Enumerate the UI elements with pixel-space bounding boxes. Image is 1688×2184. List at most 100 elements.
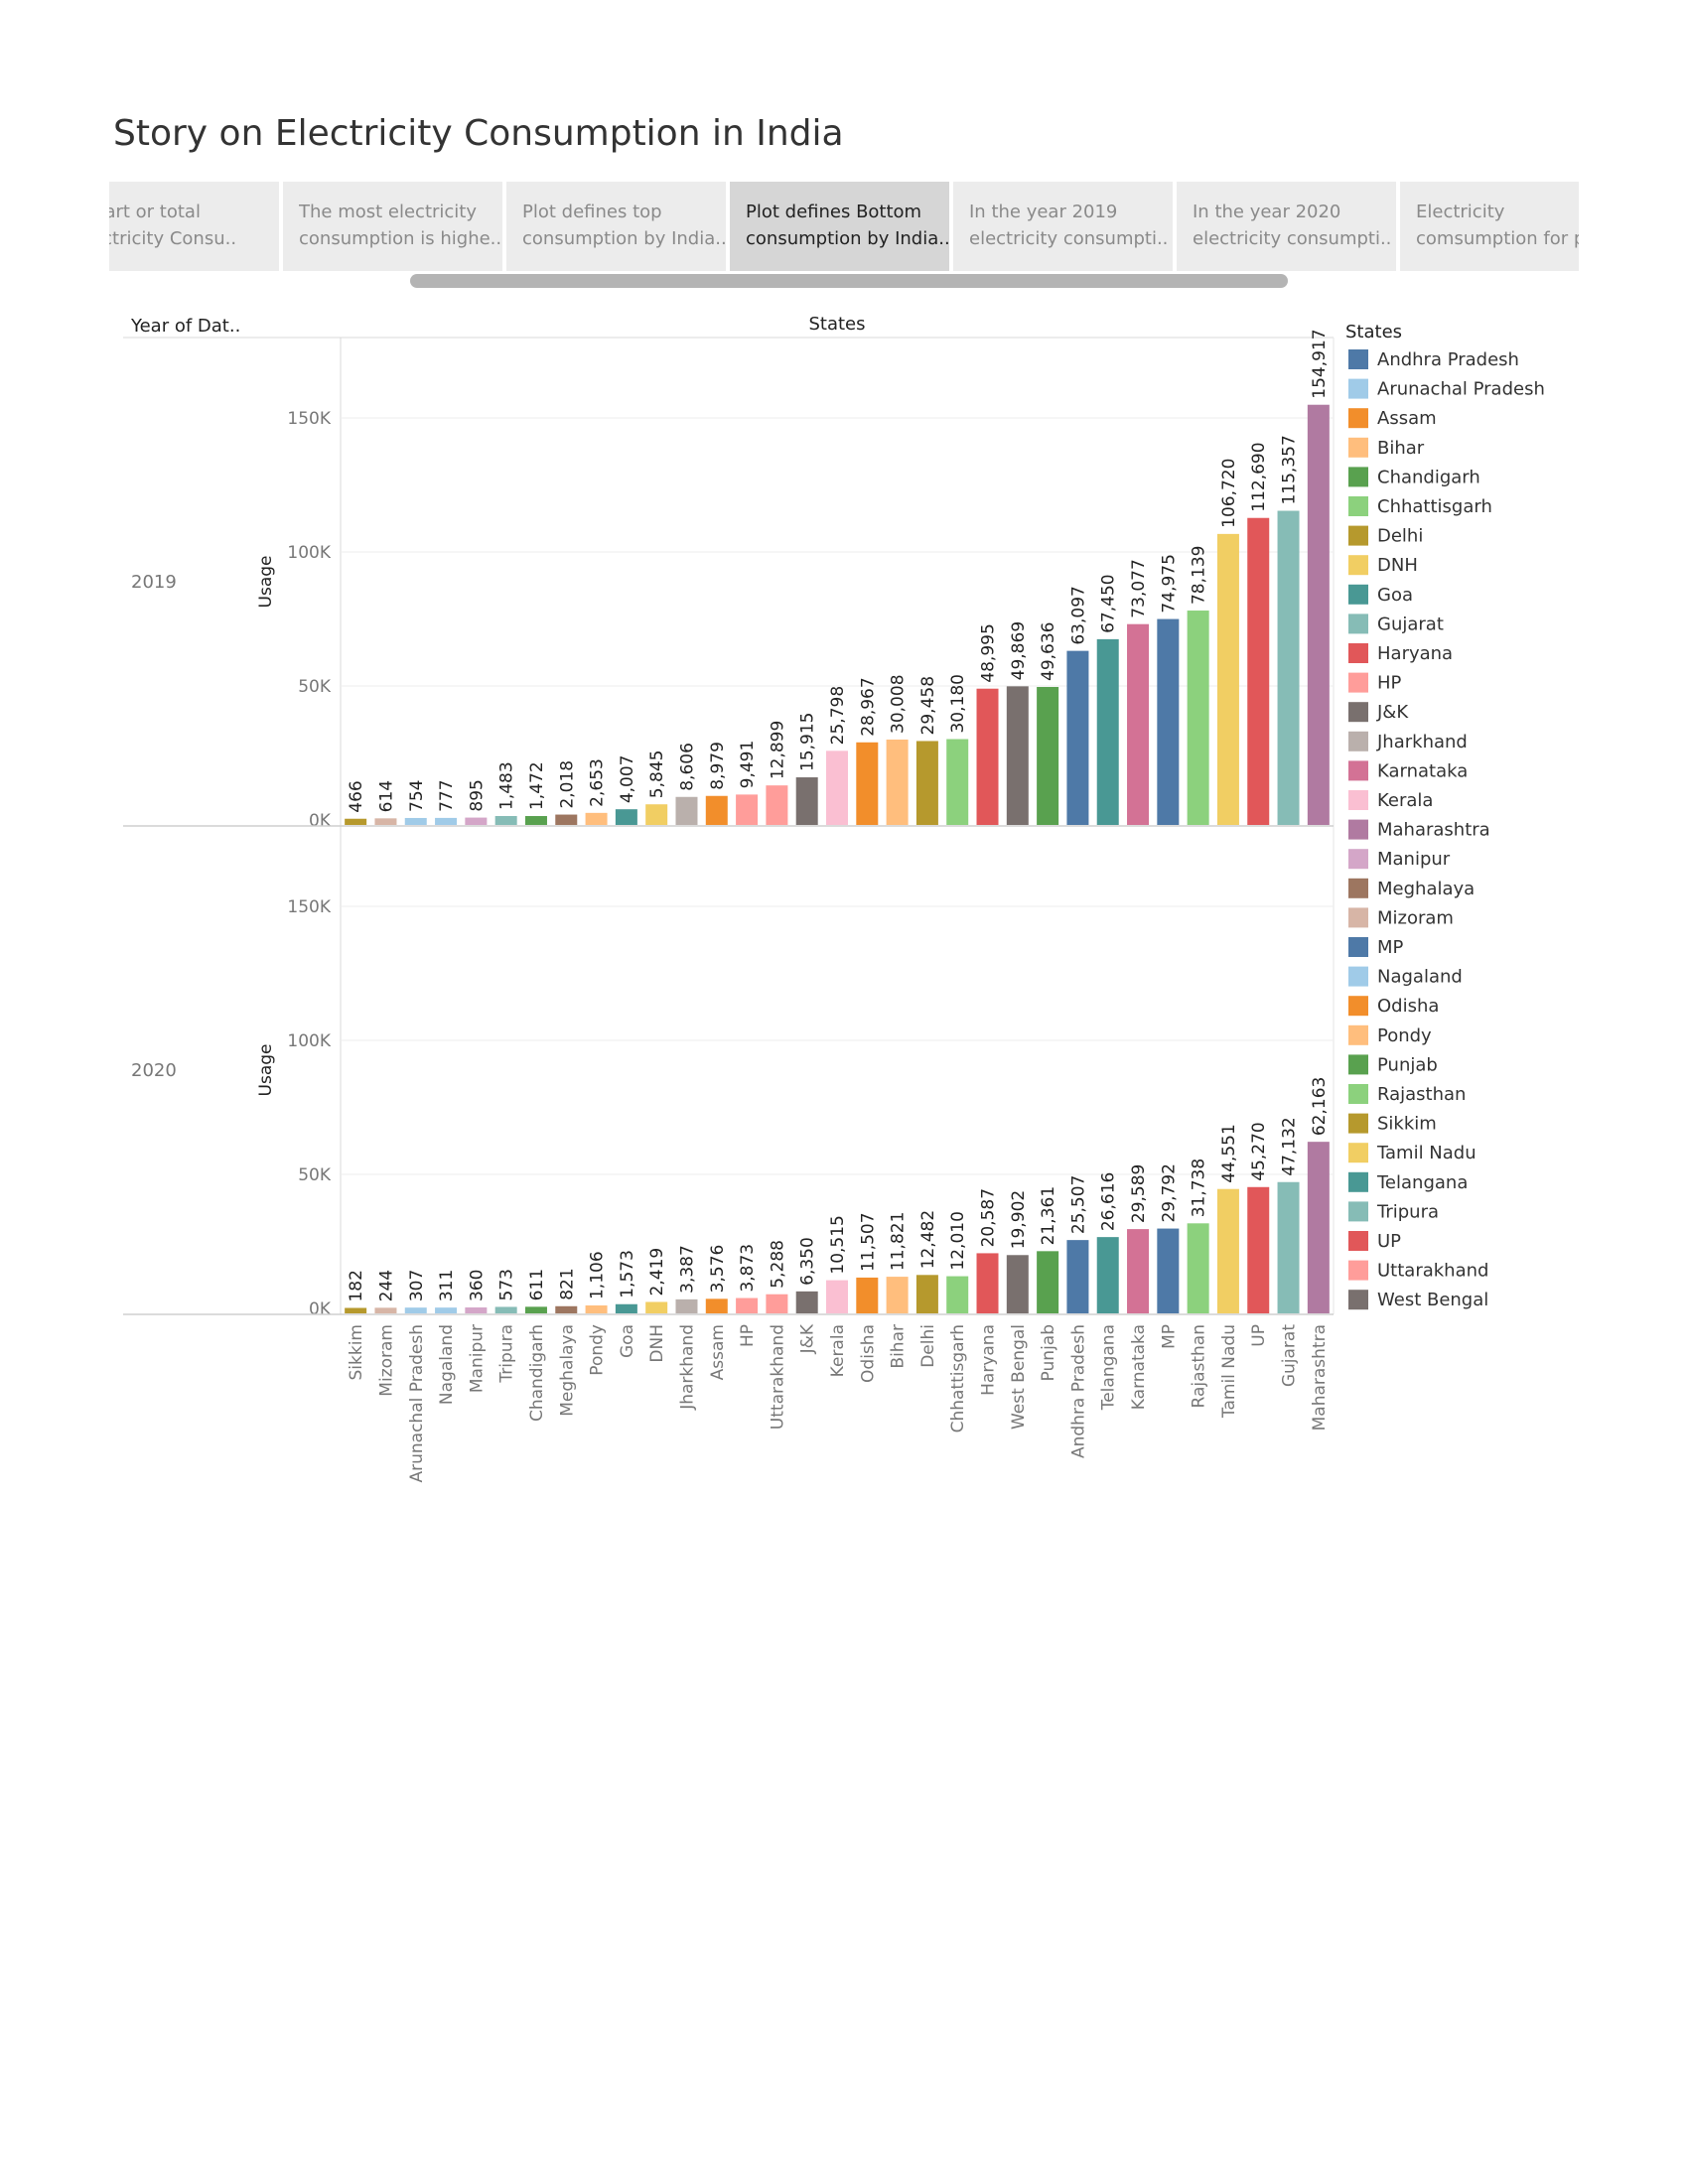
- data-label: 49,869: [1009, 621, 1029, 680]
- bar-2019: [1037, 686, 1059, 825]
- x-tick-label: Mizoram: [376, 1324, 396, 1397]
- legend-item: MP: [1377, 937, 1404, 958]
- data-label: 311: [437, 1270, 457, 1301]
- story-point-caption: Plot defines top: [522, 202, 662, 222]
- bar-2019: [826, 751, 848, 825]
- bar-2020: [1127, 1229, 1150, 1313]
- bar-2020: [1096, 1237, 1119, 1313]
- data-label: 45,270: [1249, 1122, 1269, 1180]
- data-label: 28,967: [858, 677, 878, 736]
- bar-2020: [524, 1306, 547, 1313]
- bar-2020: [1006, 1255, 1029, 1313]
- data-label: 1,106: [588, 1251, 608, 1299]
- x-tick-label: Delhi: [918, 1324, 938, 1368]
- bar-2020: [1247, 1186, 1270, 1313]
- data-label: 29,458: [918, 676, 938, 735]
- bar-2019: [886, 739, 909, 825]
- story-point-3[interactable]: Plot defines top consumption by India..: [506, 182, 726, 271]
- y-tick-label: 100K: [287, 1031, 331, 1051]
- x-tick-label: Maharashtra: [1310, 1324, 1330, 1431]
- bar-2020: [826, 1280, 848, 1313]
- story-point-caption: Plot defines Bottom: [746, 202, 922, 222]
- legend-swatch: [1348, 849, 1368, 870]
- data-label: 895: [467, 779, 487, 811]
- bar-2019: [1277, 510, 1300, 825]
- bar-2019: [946, 739, 969, 825]
- data-label: 6,350: [798, 1237, 818, 1286]
- story-point-4[interactable]: Plot defines Bottom consumption by India.…: [730, 182, 949, 271]
- bar-2020: [494, 1306, 517, 1313]
- legend-item: Nagaland: [1377, 967, 1463, 988]
- story-scrollbar-thumb[interactable]: [410, 274, 1288, 288]
- bar-2019: [435, 817, 458, 825]
- story-point-caption: comsumption for p..: [1416, 228, 1579, 249]
- bar-2020: [1157, 1228, 1180, 1313]
- data-label: 26,616: [1099, 1172, 1119, 1231]
- bar-2019: [494, 815, 517, 825]
- data-label: 62,163: [1310, 1077, 1330, 1136]
- data-label: 115,357: [1280, 435, 1300, 504]
- y-axis-title: Usage: [256, 1044, 276, 1097]
- legend-swatch: [1348, 614, 1368, 634]
- story-scrollbar[interactable]: [410, 274, 1288, 288]
- data-label: 2,419: [647, 1248, 667, 1297]
- bar-2019: [736, 794, 759, 825]
- legend-item: Chandigarh: [1377, 467, 1480, 487]
- story-point-caption: In the year 2020: [1193, 202, 1341, 222]
- legend-item: Punjab: [1377, 1054, 1438, 1075]
- story-title: Story on Electricity Consumption in Indi…: [113, 113, 844, 154]
- bar-2020: [856, 1277, 879, 1313]
- bar-2019: [1187, 611, 1209, 825]
- data-label: 1,472: [527, 761, 547, 810]
- legend-swatch: [1348, 1260, 1368, 1281]
- data-label: 754: [407, 780, 427, 812]
- x-tick-label: Karnataka: [1129, 1324, 1149, 1410]
- bar-2019: [766, 785, 788, 825]
- legend-swatch: [1348, 1054, 1368, 1075]
- legend-item: Uttarakhand: [1377, 1261, 1488, 1282]
- data-label: 1,483: [497, 761, 517, 810]
- x-tick-label: DNH: [647, 1324, 667, 1363]
- x-tick-label: Chandigarh: [527, 1324, 547, 1422]
- y-tick-label: 50K: [298, 677, 332, 697]
- story-point-caption: Electricity: [1416, 202, 1505, 222]
- data-label: 360: [467, 1270, 487, 1301]
- data-label: 67,450: [1099, 574, 1119, 632]
- story-point-6[interactable]: In the year 2020 electricity consumpti..: [1177, 182, 1396, 271]
- story-point-7[interactable]: Electricity comsumption for p..: [1400, 182, 1579, 271]
- legend-swatch: [1348, 437, 1368, 458]
- data-label: 9,491: [738, 741, 758, 789]
- legend-swatch: [1348, 996, 1368, 1017]
- legend-item: Sikkim: [1377, 1114, 1437, 1135]
- legend-swatch: [1348, 790, 1368, 810]
- story-point-5[interactable]: In the year 2019 electricity consumpti..: [953, 182, 1173, 271]
- bar-2020: [1216, 1188, 1239, 1313]
- data-label: 5,288: [768, 1240, 787, 1289]
- x-tick-label: Arunachal Pradesh: [407, 1324, 427, 1483]
- story-point-1[interactable]: A part or total electricity Consu..: [109, 182, 279, 271]
- bar-2020: [435, 1307, 458, 1313]
- bar-2020: [795, 1291, 818, 1313]
- x-tick-label: Jharkhand: [677, 1324, 697, 1411]
- legend-swatch: [1348, 349, 1368, 369]
- legend-item: Andhra Pradesh: [1377, 349, 1519, 370]
- story-point-caption: In the year 2019: [969, 202, 1118, 222]
- x-tick-label: Sikkim: [347, 1324, 366, 1381]
- x-tick-label: Pondy: [588, 1324, 608, 1376]
- x-tick-label: UP: [1249, 1324, 1269, 1347]
- legend-item: Rajasthan: [1377, 1084, 1466, 1105]
- bar-2019: [1127, 623, 1150, 825]
- data-label: 777: [437, 779, 457, 811]
- bar-2019: [1006, 686, 1029, 825]
- bar-2019: [1096, 638, 1119, 825]
- x-tick-label: MP: [1159, 1324, 1179, 1349]
- story-point-2[interactable]: The most electricity consumption is highe…: [283, 182, 502, 271]
- x-tick-label: Meghalaya: [557, 1324, 577, 1417]
- legend-item: West Bengal: [1377, 1290, 1488, 1310]
- data-label: 2,018: [557, 760, 577, 809]
- legend-item: Tamil Nadu: [1376, 1143, 1477, 1163]
- data-label: 614: [376, 780, 396, 812]
- data-label: 30,008: [889, 674, 909, 733]
- legend-swatch: [1348, 1231, 1368, 1251]
- legend-item: Karnataka: [1377, 760, 1468, 781]
